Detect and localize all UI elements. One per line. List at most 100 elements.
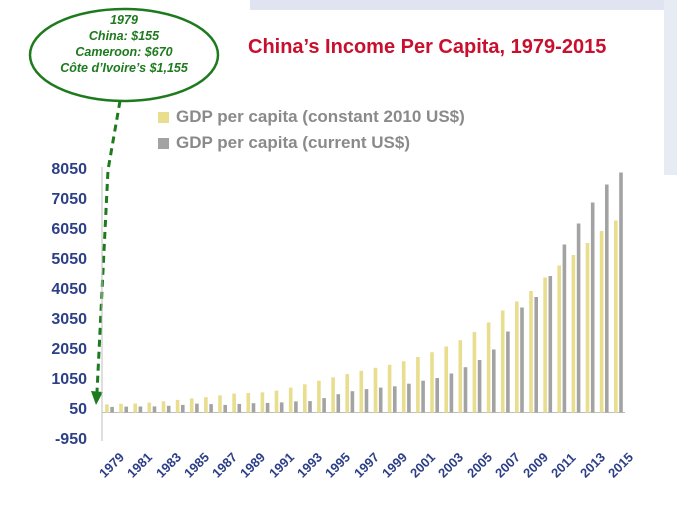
bar-current-2008 [520, 307, 524, 413]
bar-current-1998 [378, 387, 383, 413]
bar-current-2003 [449, 373, 454, 413]
y-tick-label: 2050 [51, 341, 87, 358]
bar-constant-1983 [161, 401, 166, 413]
bar-constant-2013 [585, 243, 590, 413]
bar-constant-1988 [232, 393, 236, 413]
y-tick-label: 50 [69, 401, 87, 418]
bar-current-1997 [364, 389, 369, 413]
bar-constant-1986 [204, 397, 208, 413]
bar-current-2015 [619, 172, 623, 413]
bar-constant-1999 [387, 364, 392, 413]
bar-constant-1997 [359, 370, 364, 413]
bar-current-1982 [152, 406, 157, 413]
bar-constant-2001 [416, 357, 420, 413]
bar-current-1990 [265, 402, 270, 413]
bar-constant-1980 [119, 403, 123, 413]
callout-line-cote-divoire: Côte d’Ivoire’s $1,155 [60, 61, 188, 75]
bar-constant-2015 [614, 220, 618, 413]
bar-current-1994 [322, 398, 326, 413]
bar-current-1999 [393, 386, 397, 413]
bar-constant-1998 [373, 367, 378, 413]
bar-current-2007 [506, 331, 510, 413]
y-tick-label: 4050 [51, 281, 87, 298]
bar-current-2004 [463, 367, 468, 413]
callout-ellipse [28, 7, 220, 103]
chart-title: China’s Income Per Capita, 1979-2015 [248, 36, 607, 58]
bar-constant-2010 [543, 277, 547, 413]
bar-constant-2007 [500, 310, 505, 413]
bar-constant-2008 [515, 301, 519, 413]
bar-current-2002 [435, 378, 439, 413]
bar-constant-1995 [331, 377, 335, 413]
legend-label-constant: GDP per capita (constant 2010 US$) [176, 107, 465, 126]
bar-constant-2002 [430, 352, 434, 413]
bar-constant-1994 [317, 380, 321, 413]
legend-swatch-current [158, 137, 169, 149]
legend-label-current: GDP per capita (current US$) [176, 133, 410, 152]
bar-current-1996 [350, 391, 355, 413]
legend-swatch-constant [158, 111, 169, 123]
bar-constant-1989 [246, 393, 251, 413]
bar-current-1986 [209, 404, 213, 413]
bar-current-2011 [562, 244, 567, 413]
bar-constant-1981 [133, 403, 137, 413]
y-tick-label: 7050 [51, 191, 87, 208]
bar-current-2006 [492, 349, 496, 413]
callout-line-china: China: $155 [88, 29, 160, 43]
bar-constant-2009 [529, 291, 533, 413]
top-decor-band [250, 0, 677, 10]
callout-line-year: 1979 [110, 13, 138, 27]
bar-current-2013 [590, 202, 595, 413]
bar-constant-2011 [557, 265, 561, 413]
bar-constant-1991 [274, 390, 279, 413]
bar-constant-1993 [303, 384, 307, 413]
bar-constant-2006 [486, 322, 491, 413]
bar-current-1980 [124, 406, 128, 413]
bar-constant-2014 [599, 231, 604, 413]
bar-constant-1990 [260, 392, 265, 413]
bar-constant-1979 [105, 404, 109, 413]
bar-current-1979 [110, 406, 114, 413]
bar-constant-1985 [189, 398, 194, 413]
bar-constant-2012 [571, 255, 576, 413]
bar-current-1995 [336, 394, 341, 413]
y-tick-label: 8050 [51, 161, 87, 178]
bar-current-1984 [181, 404, 185, 413]
bar-current-2012 [576, 223, 581, 413]
bar-current-2001 [421, 380, 425, 413]
bar-constant-2005 [472, 332, 477, 413]
bar-constant-2004 [458, 340, 463, 413]
legend-item-current: GDP per capita (current US$) [158, 130, 465, 156]
callout-arrow-head [91, 391, 103, 405]
right-decor-band [664, 0, 677, 175]
bar-constant-2000 [401, 361, 406, 413]
y-tick-label: 6050 [51, 221, 87, 238]
bar-constant-1984 [175, 399, 180, 413]
bar-constant-1982 [147, 402, 152, 413]
bar-current-2005 [477, 360, 482, 413]
legend: GDP per capita (constant 2010 US$) GDP p… [158, 104, 465, 156]
y-tick-label: -950 [54, 431, 87, 448]
bar-current-1983 [166, 405, 171, 413]
callout-text: 1979 China: $155 Cameroon: $670 Côte d’I… [40, 12, 208, 76]
bar-current-2000 [407, 383, 411, 413]
y-tick-label: 1050 [51, 371, 87, 388]
legend-item-constant: GDP per capita (constant 2010 US$) [158, 104, 465, 130]
y-tick-label: 5050 [51, 251, 87, 268]
bar-constant-2003 [444, 346, 448, 413]
bar-current-1987 [223, 404, 227, 413]
bar-constant-1987 [218, 395, 222, 413]
bar-constant-1992 [288, 387, 293, 413]
callout-line-cameroon: Cameroon: $670 [75, 45, 173, 59]
bar-current-1985 [195, 403, 199, 413]
y-tick-label: 3050 [51, 311, 87, 328]
bar-current-2010 [548, 276, 553, 413]
bar-current-1991 [279, 402, 284, 413]
bar-current-2014 [605, 184, 609, 413]
bar-current-1988 [237, 403, 242, 413]
bar-current-1981 [138, 406, 143, 413]
bar-current-1989 [251, 403, 256, 413]
bar-current-2009 [534, 297, 538, 413]
callout-arrow-line [95, 100, 122, 393]
